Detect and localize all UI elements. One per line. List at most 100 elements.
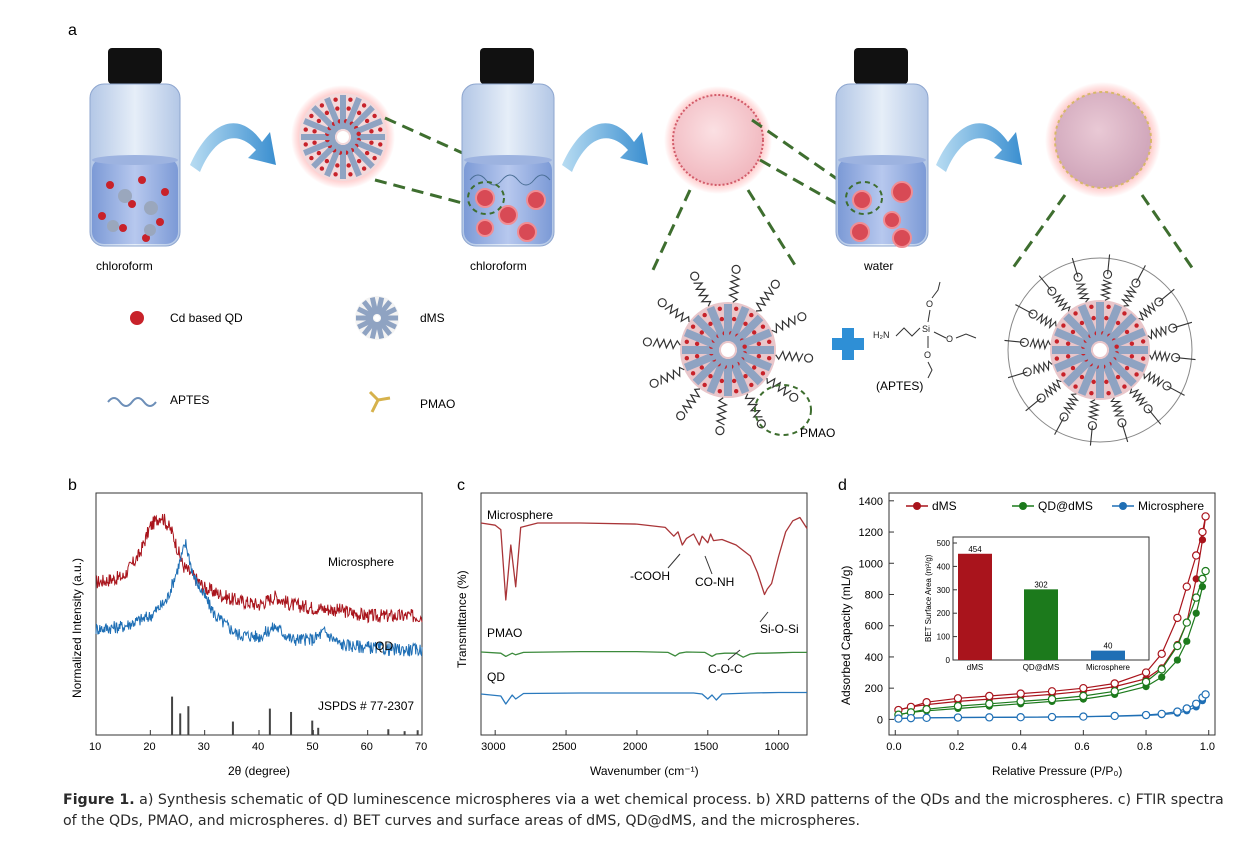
ytick-label: 600 [865,621,883,633]
legend-qd: Cd based QD [130,311,243,325]
legend-label: QD@dMS [1038,499,1093,513]
xtick-label: 0.2 [949,741,964,753]
panel-c-coc: C-O-C [708,662,743,676]
caption-lead: Figure 1. [63,792,135,808]
xtick-label: 0.4 [1012,741,1027,753]
panel-c-qd-label: QD [487,670,505,684]
bet-des-point [1173,641,1182,651]
legend-marker [1119,502,1127,510]
panel-a-letter: a [68,22,77,39]
inset-bar [1091,650,1125,660]
ytick-label: 800 [865,589,883,601]
ytick-label: 1400 [859,496,883,508]
xtick-label: 3000 [481,741,505,753]
bet-des-point [1157,649,1166,659]
xtick-label: 10 [89,741,101,753]
xtick-label: 1000 [765,741,789,753]
inset-ytick: 0 [946,656,951,665]
bet-des-point [1182,704,1191,713]
bet-des-point [1173,613,1182,623]
bet-des-point [906,713,916,723]
bet-des-point [922,698,931,707]
xrd-plot: 10 20 30 40 50 60 70 [89,513,427,753]
svg-text:O: O [946,334,953,344]
bet-des-point [953,713,963,722]
bet-des-line [898,693,1207,720]
inset-ytick: 400 [937,562,951,571]
xtick-label: 0.8 [1137,741,1152,753]
svg-text:O: O [926,299,933,309]
xtick-label: 40 [252,741,264,753]
bet-des-point [1198,574,1207,584]
bet-des-point [1110,687,1119,696]
zoom-pmao-dms [642,264,814,436]
ftir-series-pmao [480,650,807,658]
bet-des-line [898,516,1207,711]
inset-ytick: 200 [937,609,951,618]
panel-c-cooh: -COOH [630,569,670,583]
bet-des-point [1079,712,1088,721]
bet-ads-point [1158,673,1166,681]
ftir-plot: 3000 2500 2000 1500 1000 [480,516,808,753]
legend-pmao [368,390,391,413]
svg-text:O: O [924,350,931,360]
zoom-final [1004,254,1196,446]
xtick-label: 2500 [552,741,576,753]
bet-des-point [1047,687,1057,696]
plus-icon [832,328,864,360]
bet-des-point [1191,699,1201,708]
vial-1-label: chloroform [96,259,153,273]
inset-category: dMS [967,663,983,672]
xtick-label: 60 [361,741,373,753]
xtick-label: 2000 [623,741,647,753]
panel-d-letter: d [838,477,847,494]
bet-des-point [1110,711,1119,721]
bet-des-point [985,713,994,722]
legend-aptes: APTES [107,393,209,407]
bet-des-point [1047,694,1057,704]
final-microsphere [1045,82,1161,198]
panel-b: b 10 20 30 40 50 60 70 Microsphere QD JSPDS # … [68,477,427,778]
panel-d-frame [888,492,1216,736]
svg-text:Si: Si [922,324,930,334]
bet-des-point [922,705,931,714]
bet-des-point [1110,679,1119,688]
bet-des-point [985,691,994,701]
panel-c: c 3000 2500 2000 1500 1000 Microsphere PMAO … [455,477,808,778]
bet-des-point [1182,618,1191,627]
bet-des-point [1157,709,1166,719]
bet-des-point [1191,593,1201,602]
bet-legend: dMS QD@dMS Microsphere [906,499,1204,513]
inset-bar-value: 40 [1104,642,1113,651]
legend-pmao-label: PMAO [420,397,455,411]
bet-des-point [1016,689,1025,698]
bet-des-point [985,699,994,708]
bet-des-point [953,694,963,703]
xtick-label: 50 [306,741,318,753]
bet-des-point [1141,710,1151,720]
bet-des-point [1173,707,1182,716]
svg-text:H₂N: H₂N [873,330,890,340]
inset-category: QD@dMS [1023,663,1060,672]
panel-b-xlabel: 2θ (degree) [228,764,290,778]
bet-des-point [1201,690,1210,699]
ftir-series-qd [480,691,807,705]
pmao-callout: PMAO [800,426,835,440]
panel-b-letter: b [68,477,77,494]
bet-des-point [953,701,963,711]
ytick-label: 1200 [859,527,883,539]
bet-des-point [1016,713,1025,722]
bet-des-point [1141,668,1151,677]
bet-ads-point [1198,536,1207,544]
vial-3 [835,48,929,248]
ytick-label: 0 [877,714,883,726]
caption-text: a) Synthesis schematic of QD luminescenc… [63,792,1224,829]
panel-a: a chloroform [68,22,1197,446]
bet-ads-point [1192,609,1200,617]
bet-des-point [1198,527,1207,537]
inset-category: Microsphere [1086,663,1131,672]
vial-2 [461,48,555,247]
bet-ads-point [1173,656,1181,664]
